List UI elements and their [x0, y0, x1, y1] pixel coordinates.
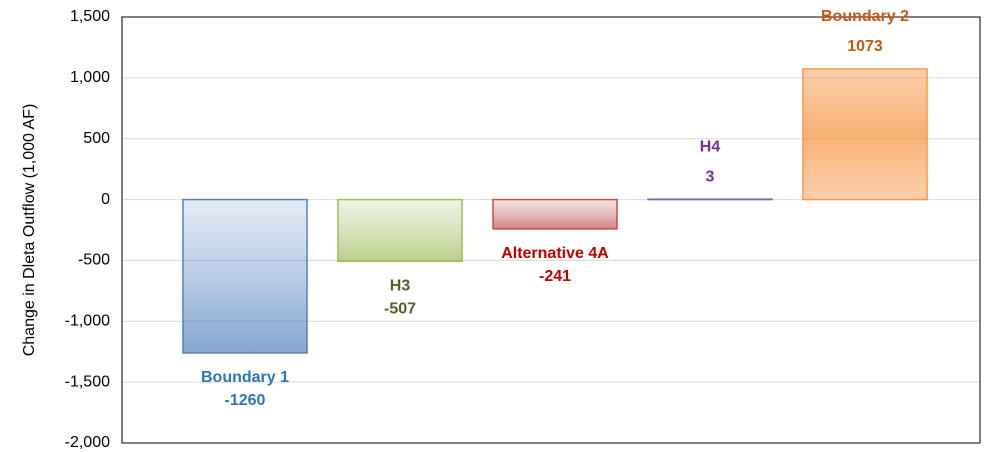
value-label: 3 [706, 168, 715, 185]
y-tick-label: -2,000 [65, 434, 110, 451]
category-label: Boundary 1 [201, 369, 289, 386]
bar [802, 68, 928, 201]
y-axis-label: Change in Dleta Outflow (1,000 AF) [21, 104, 38, 357]
category-label: H4 [700, 138, 721, 155]
value-label: 1073 [847, 38, 883, 55]
bar [182, 198, 308, 354]
plot-frame [121, 16, 981, 444]
value-label: -507 [384, 300, 416, 317]
y-tick-label: 500 [83, 130, 110, 147]
y-tick-label: 0 [101, 191, 110, 208]
category-label: Boundary 2 [821, 8, 909, 25]
bar [337, 198, 463, 263]
y-tick-label: -1,500 [65, 373, 110, 390]
y-tick-label: -1,000 [65, 313, 110, 330]
category-label: H3 [390, 277, 411, 294]
bar [492, 198, 618, 230]
category-label: Alternative 4A [501, 245, 609, 262]
y-tick-label: 1,500 [70, 8, 110, 25]
y-tick-label: -500 [78, 252, 110, 269]
value-label: -1260 [225, 392, 266, 409]
y-tick-label: 1,000 [70, 69, 110, 86]
value-label: -241 [539, 268, 571, 285]
